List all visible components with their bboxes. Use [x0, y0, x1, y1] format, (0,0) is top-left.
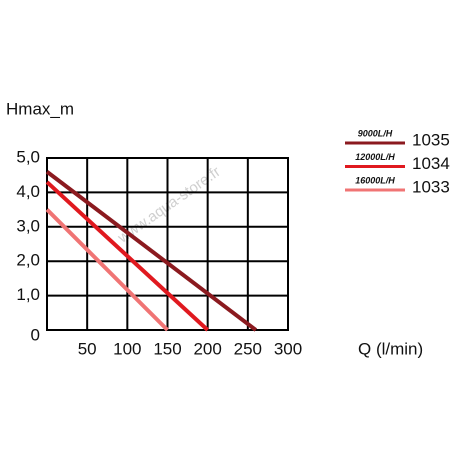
- series-line: [45, 180, 210, 332]
- legend-label: 12000L/H: [355, 152, 395, 162]
- x-axis-label: Q (l/min): [358, 339, 423, 358]
- y-tick-label: 5,0: [16, 147, 40, 166]
- y-tick-label: 0: [31, 325, 40, 344]
- x-tick-label: 150: [153, 339, 181, 358]
- legend-model: 1034: [412, 154, 450, 173]
- series-line: [45, 170, 258, 332]
- x-tick-label: 200: [193, 339, 221, 358]
- y-tick-label: 4,0: [16, 182, 40, 201]
- y-tick-label: 2,0: [16, 251, 40, 270]
- legend-label: 9000L/H: [358, 128, 393, 138]
- y-tick-label: 1,0: [16, 285, 40, 304]
- legend-model: 1033: [412, 177, 450, 196]
- legend-model: 1035: [412, 130, 450, 149]
- x-tick-label: 250: [234, 339, 262, 358]
- y-axis-label: Hmax_m: [6, 99, 74, 118]
- x-tick-label: 300: [274, 339, 302, 358]
- x-tick-label: 100: [113, 339, 141, 358]
- series-line: [45, 208, 169, 332]
- x-tick-label: 50: [78, 339, 97, 358]
- legend-label: 16000L/H: [355, 175, 395, 185]
- y-tick-label: 3,0: [16, 216, 40, 235]
